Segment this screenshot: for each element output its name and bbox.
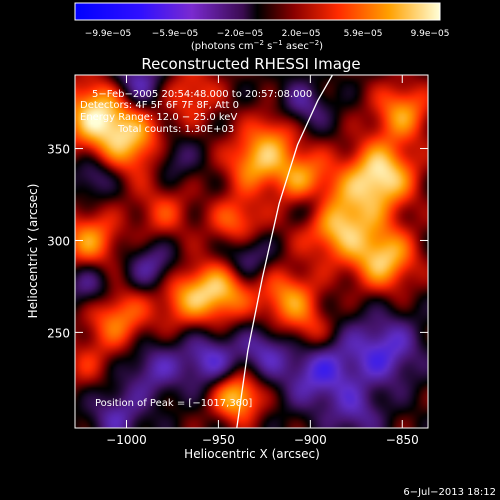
annotation-detectors: Detectors: 4F 5F 6F 7F 8F, Att 0 xyxy=(80,100,239,111)
colorbar-unit-label: (photons cm−2 s−1 asec−2) xyxy=(191,39,323,52)
peak-position-label: Position of Peak = [−1017,360] xyxy=(95,398,252,409)
colorbar-tick-label: −2.0e−05 xyxy=(217,29,263,39)
annotation-total-counts: Total counts: 1.30E+03 xyxy=(117,124,234,135)
chart-title: Reconstructed RHESSI Image xyxy=(141,55,360,73)
colorbar-tick-label: −5.9e−05 xyxy=(152,29,198,39)
plot-area xyxy=(75,75,428,428)
y-axis-label: Heliocentric Y (arcsec) xyxy=(26,184,40,319)
x-tick-label: −950 xyxy=(202,433,235,447)
colorbar-tick-label: 9.9e−05 xyxy=(411,29,450,39)
y-tick-label: 300 xyxy=(47,234,70,248)
heatmap-image xyxy=(75,75,428,428)
x-axis-ticks: −1000 −950 −900 −850 xyxy=(106,75,419,447)
colorbar-tick-label: 5.9e−05 xyxy=(344,29,383,39)
plot-frame xyxy=(74,74,429,429)
x-axis-label: Heliocentric X (arcsec) xyxy=(184,447,320,461)
colorbar-tick-label: 2.0e−05 xyxy=(282,29,321,39)
colorbar xyxy=(74,2,441,21)
annotation-energy-range: Energy Range: 12.0 − 25.0 keV xyxy=(80,112,237,123)
solar-limb-line xyxy=(236,75,333,428)
annotation-block: 5−Feb−2005 20:54:48.000 to 20:57:08.000 … xyxy=(80,89,312,135)
colorbar-ticks: −9.9e−05 −5.9e−05 −2.0e−05 2.0e−05 5.9e−05 9.… xyxy=(85,29,450,39)
colorbar-tick-label: −9.9e−05 xyxy=(85,29,131,39)
footer-date: 6−Jul−2013 18:12 xyxy=(403,487,496,498)
x-tick-label: −850 xyxy=(386,433,419,447)
x-tick-label: −900 xyxy=(294,433,327,447)
x-tick-label: −1000 xyxy=(106,433,147,447)
y-axis-ticks: 250 300 350 xyxy=(47,143,428,340)
y-tick-label: 350 xyxy=(47,143,70,157)
annotation-time-range: 5−Feb−2005 20:54:48.000 to 20:57:08.000 xyxy=(92,89,312,100)
y-tick-label: 250 xyxy=(47,326,70,340)
